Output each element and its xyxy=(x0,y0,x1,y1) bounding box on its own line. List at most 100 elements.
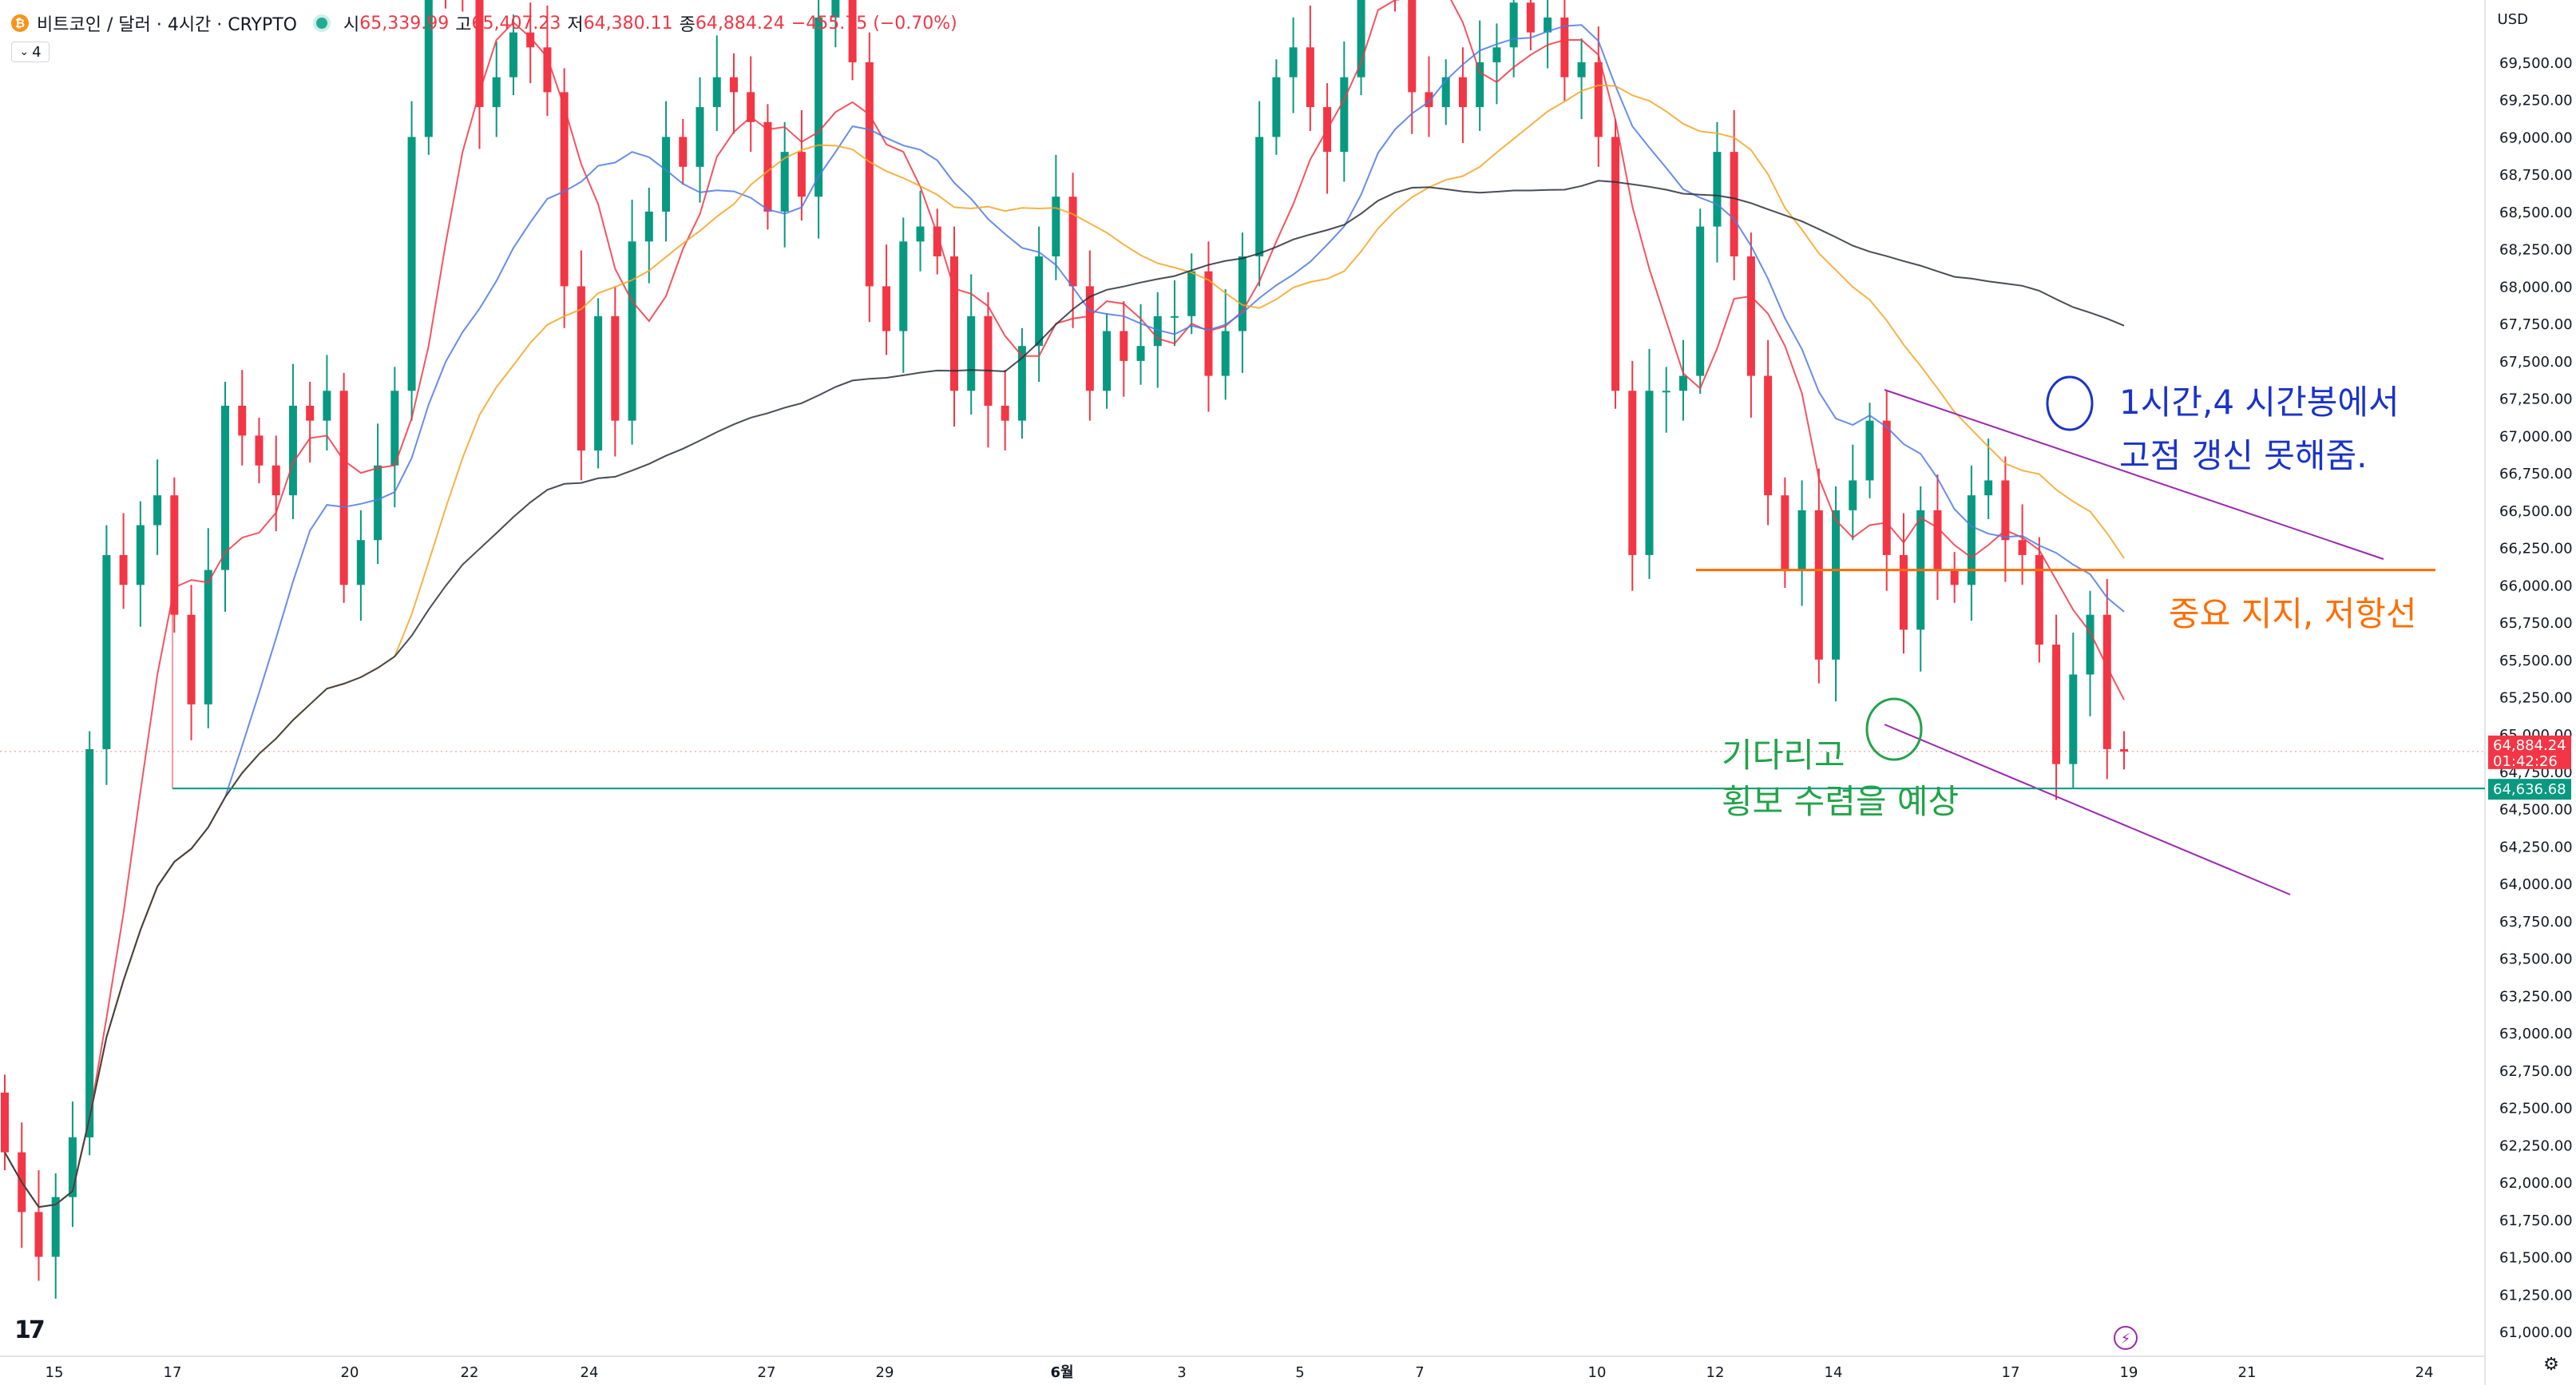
candle-body xyxy=(1204,271,1213,376)
y-tick-label: 68,000.00 xyxy=(2499,279,2573,296)
candle-body xyxy=(1408,0,1417,93)
tradingview-logo[interactable]: 17 xyxy=(14,1316,46,1344)
ma-red-line xyxy=(4,0,2125,1208)
annotation-orange: 중요 지지, 저항선 xyxy=(2169,594,2417,633)
candle-body xyxy=(1,1092,9,1153)
ma-orange-line xyxy=(4,84,2125,1208)
candle-body xyxy=(644,211,653,242)
candle-body xyxy=(2120,748,2128,752)
candle-body xyxy=(1509,2,1518,48)
candle-body xyxy=(747,92,755,122)
candle-body xyxy=(2069,674,2078,764)
level-price-badge xyxy=(2488,779,2571,800)
candle-body xyxy=(1577,62,1586,77)
x-tick-label: 5 xyxy=(1295,1364,1304,1381)
y-tick-label: 64,000.00 xyxy=(2499,876,2573,893)
y-tick-label: 69,500.00 xyxy=(2499,55,2573,72)
candle-body xyxy=(1594,62,1603,137)
y-tick-label: 61,750.00 xyxy=(2499,1212,2573,1229)
candle-body xyxy=(102,554,111,749)
candle-body xyxy=(949,256,958,391)
y-tick-label: 65,500.00 xyxy=(2499,653,2573,669)
y-tick-label: 62,250.00 xyxy=(2499,1137,2573,1154)
gear-icon[interactable]: ⚙ xyxy=(2543,1355,2559,1375)
candle-body xyxy=(1730,152,1738,257)
y-tick-label: 64,250.00 xyxy=(2499,839,2573,855)
y-tick-label: 68,750.00 xyxy=(2499,167,2573,184)
x-tick-label: 27 xyxy=(758,1364,776,1381)
candle-body xyxy=(306,405,315,421)
symbol-title[interactable]: 비트코인 / 달러 · 4시간 · CRYPTO xyxy=(37,15,297,35)
candle-body xyxy=(1645,391,1654,555)
candle-body xyxy=(1967,495,1976,585)
candle-body xyxy=(1814,510,1823,660)
candle-body xyxy=(1526,2,1535,33)
x-tick-label: 3 xyxy=(1177,1364,1186,1381)
market-status-icon xyxy=(315,18,327,29)
candle-body xyxy=(68,1137,77,1197)
candle-body xyxy=(1865,420,1874,481)
upper-trendline xyxy=(1884,389,2384,560)
high-value: 65,407.23 xyxy=(471,13,561,34)
candle-body xyxy=(831,0,840,18)
candle-body xyxy=(577,286,585,451)
candle-body xyxy=(543,47,552,93)
candle-body xyxy=(221,405,230,570)
candle-body xyxy=(1306,47,1314,108)
candle-body xyxy=(1899,554,1908,630)
candle-body xyxy=(1068,196,1077,287)
x-tick-label: 12 xyxy=(1706,1364,1725,1381)
currency-label[interactable]: USD xyxy=(2497,11,2528,28)
candle-body xyxy=(492,77,501,108)
candle-body xyxy=(1171,315,1179,318)
candle-body xyxy=(1238,256,1246,331)
candle-body xyxy=(85,748,94,1137)
candle-body xyxy=(2102,614,2111,749)
candle-body xyxy=(119,554,128,585)
lightning-glyph: ⚡ xyxy=(2121,1331,2131,1347)
candle-body xyxy=(1628,391,1637,555)
candle-body xyxy=(424,0,433,137)
candle-body xyxy=(187,614,196,704)
close-value: 64,884.24 xyxy=(695,13,785,34)
candle-body xyxy=(2001,480,2010,541)
y-tick-label: 61,000.00 xyxy=(2499,1324,2573,1341)
x-tick-label: 17 xyxy=(2002,1364,2020,1381)
candle-body xyxy=(729,77,738,93)
y-tick-label: 68,250.00 xyxy=(2499,242,2573,259)
y-tick-label: 69,000.00 xyxy=(2499,129,2573,146)
indicator-count: 4 xyxy=(32,43,42,61)
ma-black-line xyxy=(4,180,2125,1208)
candle-body xyxy=(916,226,925,242)
candle-body xyxy=(1797,510,1806,570)
y-tick-label: 68,500.00 xyxy=(2499,204,2573,221)
y-tick-label: 65,750.00 xyxy=(2499,615,2573,632)
candle-body xyxy=(1272,77,1281,137)
y-tick-label: 62,500.00 xyxy=(2499,1101,2573,1117)
candle-body xyxy=(238,405,247,436)
candle-body xyxy=(1678,375,1687,391)
indicator-toggle[interactable]: ⌄ 4 xyxy=(11,42,50,62)
x-tick-label: 24 xyxy=(581,1364,599,1381)
candle-body xyxy=(984,315,993,406)
x-tick-label: 29 xyxy=(876,1364,894,1381)
y-tick-label: 67,750.00 xyxy=(2499,316,2573,333)
level-price-label: 64,636.68 xyxy=(2493,781,2566,798)
candle-body xyxy=(1187,271,1196,316)
candle-body xyxy=(1984,480,1993,496)
candle-body xyxy=(1085,286,1094,391)
candle-body xyxy=(51,1196,60,1257)
candle-body xyxy=(1035,256,1044,347)
candle-body xyxy=(271,465,280,496)
candle-body xyxy=(1662,391,1670,393)
low-value: 64,380.11 xyxy=(583,13,673,34)
y-tick-label: 67,250.00 xyxy=(2499,391,2573,408)
candle-body xyxy=(1950,569,1959,585)
candle-body xyxy=(967,315,976,391)
y-tick-label: 63,000.00 xyxy=(2499,1026,2573,1042)
candle-body xyxy=(356,540,365,585)
y-tick-label: 61,250.00 xyxy=(2499,1287,2573,1304)
candle-body xyxy=(1017,346,1026,421)
